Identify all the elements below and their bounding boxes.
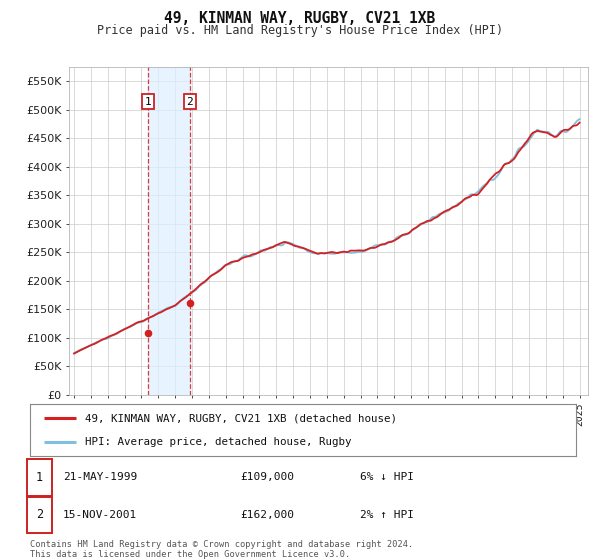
Text: HPI: Average price, detached house, Rugby: HPI: Average price, detached house, Rugb… [85,437,351,447]
Text: 15-NOV-2001: 15-NOV-2001 [63,510,137,520]
Text: 49, KINMAN WAY, RUGBY, CV21 1XB: 49, KINMAN WAY, RUGBY, CV21 1XB [164,11,436,26]
Bar [148,67,190,395]
Text: £162,000: £162,000 [240,510,294,520]
Text: 1: 1 [145,96,151,106]
Text: 21-MAY-1999: 21-MAY-1999 [63,473,137,482]
Text: £109,000: £109,000 [240,473,294,482]
Text: Price paid vs. HM Land Registry's House Price Index (HPI): Price paid vs. HM Land Registry's House … [97,24,503,36]
Text: 1: 1 [36,471,43,484]
Text: 2: 2 [36,508,43,521]
Text: 49, KINMAN WAY, RUGBY, CV21 1XB (detached house): 49, KINMAN WAY, RUGBY, CV21 1XB (detache… [85,413,397,423]
Text: 2% ↑ HPI: 2% ↑ HPI [360,510,414,520]
Text: 6% ↓ HPI: 6% ↓ HPI [360,473,414,482]
Text: Contains HM Land Registry data © Crown copyright and database right 2024.
This d: Contains HM Land Registry data © Crown c… [30,540,413,559]
Text: 2: 2 [187,96,193,106]
